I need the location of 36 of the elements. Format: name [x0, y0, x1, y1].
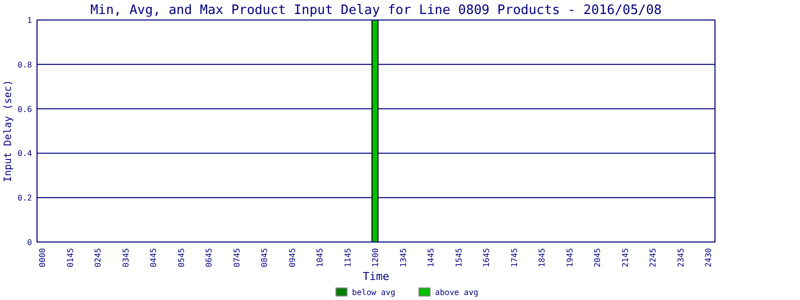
- x-tick-label: 1345: [398, 248, 408, 268]
- y-tick-label: 0.2: [18, 194, 32, 203]
- x-tick-label: 0945: [288, 248, 297, 268]
- x-tick-label: 1545: [454, 248, 464, 268]
- x-tick-label: 0745: [232, 248, 242, 268]
- x-tick-label: 1045: [316, 248, 324, 268]
- x-tick-label: 1745: [510, 248, 519, 268]
- y-tick-label: 0: [27, 238, 32, 247]
- x-tick-label: 0145: [66, 248, 75, 268]
- x-tick-label: 0845: [260, 248, 269, 268]
- y-tick-label: 0.8: [18, 60, 32, 70]
- x-tick-label: 2345: [676, 248, 686, 268]
- x-tick-label: 2430: [704, 248, 713, 268]
- chart-title: Min, Avg, and Max Product Input Delay for Line 0809 Products - 2016/05/08: [90, 3, 662, 18]
- y-tick-label: 0.6: [18, 104, 32, 114]
- legend-label: above avg: [435, 288, 479, 297]
- x-tick-label: 1845: [538, 248, 546, 268]
- x-tick-label: 1945: [565, 248, 574, 268]
- y-tick-label: 0.4: [18, 149, 32, 158]
- x-tick-label: 2145: [620, 248, 630, 268]
- legend-label: below avg: [352, 288, 396, 297]
- x-tick-label: 2045: [593, 248, 602, 268]
- x-tick-label: 0645: [204, 248, 214, 268]
- x-tick-label: 0345: [121, 248, 130, 268]
- x-tick-label: 1645: [482, 248, 491, 268]
- x-tick-label: 0545: [176, 248, 186, 268]
- x-tick-label: 2245: [648, 248, 658, 268]
- y-tick-label: 1: [27, 16, 32, 25]
- x-tick-label: 1200: [371, 248, 380, 268]
- x-tick-label: 0000: [38, 248, 47, 268]
- x-tick-label: 0445: [149, 248, 158, 268]
- x-tick-label: 0245: [94, 248, 102, 268]
- x-tick-label: 1145: [343, 248, 352, 268]
- x-tick-label: 1445: [426, 248, 436, 268]
- x-axis-title: Time: [362, 270, 390, 283]
- y-axis-title: Input Delay (sec): [3, 80, 14, 182]
